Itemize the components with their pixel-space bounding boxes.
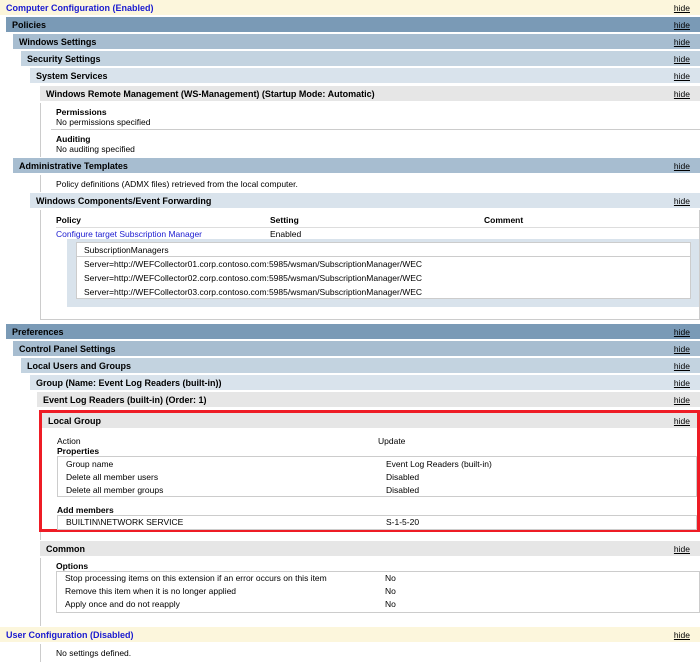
server-entry: Server=http://WEFCollector03.corp.contos… xyxy=(84,287,423,297)
section-title: Event Log Readers (built-in) (Order: 1) xyxy=(43,395,207,405)
options-table: Stop processing items on this extension … xyxy=(56,571,700,613)
preferences-header[interactable]: Preferences hide xyxy=(6,324,700,340)
local-users-header[interactable]: Local Users and Groups hide xyxy=(21,358,700,374)
section-title: Windows Settings xyxy=(19,37,97,47)
hide-link[interactable]: hide xyxy=(673,416,690,426)
properties-table: Group name Event Log Readers (built-in) … xyxy=(57,456,697,497)
member-sid: S-1-5-20 xyxy=(386,517,420,527)
section-title: User Configuration (Disabled) xyxy=(6,630,134,640)
event-forwarding-header[interactable]: Windows Components/Event Forwarding hide xyxy=(30,193,700,209)
hide-link[interactable]: hide xyxy=(673,327,690,337)
spacer xyxy=(40,532,700,540)
section-title: Local Group xyxy=(48,416,102,426)
server-entry: Server=http://WEFCollector01.corp.contos… xyxy=(84,259,423,269)
admin-templates-header[interactable]: Administrative Templates hide xyxy=(13,158,700,174)
hide-link[interactable]: hide xyxy=(673,361,690,371)
column-setting: Setting xyxy=(270,215,299,225)
section-title: Windows Components/Event Forwarding xyxy=(36,196,212,206)
hide-link[interactable]: hide xyxy=(673,89,690,99)
member-name: BUILTIN\NETWORK SERVICE xyxy=(66,517,184,527)
hide-link[interactable]: hide xyxy=(673,630,690,640)
subscription-header: SubscriptionManagers xyxy=(84,245,169,255)
column-comment: Comment xyxy=(484,215,524,225)
hide-link[interactable]: hide xyxy=(673,344,690,354)
properties-title: Properties xyxy=(57,446,100,456)
control-panel-header[interactable]: Control Panel Settings hide xyxy=(13,341,700,357)
section-title: Computer Configuration (Enabled) xyxy=(6,3,154,13)
option-name: Apply once and do not reapply xyxy=(65,599,180,609)
option-name: Stop processing items on this extension … xyxy=(65,573,327,583)
hide-link[interactable]: hide xyxy=(673,54,690,64)
section-title: Security Settings xyxy=(27,54,101,64)
user-config-details: No settings defined. xyxy=(40,644,700,662)
policy-setting: Enabled xyxy=(270,229,302,239)
user-config-header[interactable]: User Configuration (Disabled) hide xyxy=(0,627,700,643)
hide-link[interactable]: hide xyxy=(673,71,690,81)
security-settings-header[interactable]: Security Settings hide xyxy=(21,51,700,67)
local-group-header[interactable]: Local Group hide xyxy=(42,413,697,429)
permissions-title: Permissions xyxy=(56,107,107,117)
computer-config-header[interactable]: Computer Configuration (Enabled) hide xyxy=(0,0,700,16)
section-title: Local Users and Groups xyxy=(27,361,132,371)
section-title: Common xyxy=(46,544,85,554)
section-title: Group (Name: Event Log Readers (built-in… xyxy=(36,378,222,388)
group-header[interactable]: Group (Name: Event Log Readers (built-in… xyxy=(30,375,700,391)
winrm-details: Permissions No permissions specified Aud… xyxy=(40,103,700,157)
windows-settings-header[interactable]: Windows Settings hide xyxy=(13,34,700,50)
server-entry: Server=http://WEFCollector02.corp.contos… xyxy=(84,273,423,283)
local-group-highlight: Local Group hide Action Update Properties… xyxy=(39,410,700,532)
hide-link[interactable]: hide xyxy=(673,196,690,206)
option-value: No xyxy=(385,599,396,609)
hide-link[interactable]: hide xyxy=(673,544,690,554)
policy-link[interactable]: Configure target Subscription Manager xyxy=(56,229,202,239)
winrm-header[interactable]: Windows Remote Management (WS-Management… xyxy=(40,86,700,102)
hide-link[interactable]: hide xyxy=(673,3,690,13)
section-title: System Services xyxy=(36,71,108,81)
admx-note-block: Policy definitions (ADMX files) retrieve… xyxy=(40,175,700,192)
section-title: Administrative Templates xyxy=(19,161,128,171)
hide-link[interactable]: hide xyxy=(673,20,690,30)
auditing-title: Auditing xyxy=(56,134,91,144)
auditing-value: No auditing specified xyxy=(56,144,135,154)
action-label: Action xyxy=(57,436,81,446)
common-header[interactable]: Common hide xyxy=(40,541,700,557)
prop-value: Event Log Readers (built-in) xyxy=(386,459,492,469)
option-name: Remove this item when it is no longer ap… xyxy=(65,586,237,596)
common-details: Options Stop processing items on this ex… xyxy=(40,558,700,626)
permissions-value: No permissions specified xyxy=(56,117,151,127)
prop-value: Disabled xyxy=(386,472,420,482)
system-services-header[interactable]: System Services hide xyxy=(30,68,700,84)
hide-link[interactable]: hide xyxy=(673,395,690,405)
prop-name: Delete all member users xyxy=(66,472,159,482)
elr-header[interactable]: Event Log Readers (built-in) (Order: 1) h… xyxy=(37,392,700,408)
section-title: Policies xyxy=(12,20,47,30)
hide-link[interactable]: hide xyxy=(673,161,690,171)
prop-name: Group name xyxy=(66,459,114,469)
prop-name: Delete all member groups xyxy=(66,485,164,495)
options-title: Options xyxy=(56,561,89,571)
section-title: Preferences xyxy=(12,327,64,337)
action-value: Update xyxy=(378,436,406,446)
hide-link[interactable]: hide xyxy=(673,378,690,388)
section-title: Windows Remote Management (WS-Management… xyxy=(46,89,375,99)
option-value: No xyxy=(385,573,396,583)
subscription-managers-panel: SubscriptionManagers Server=http://WEFCo… xyxy=(67,239,699,307)
prop-value: Disabled xyxy=(386,485,420,495)
members-table: BUILTIN\NETWORK SERVICE S-1-5-20 xyxy=(57,515,697,530)
option-value: No xyxy=(385,586,396,596)
column-policy: Policy xyxy=(56,215,82,225)
policy-table: Policy Setting Comment Configure target … xyxy=(40,210,700,320)
add-members-title: Add members xyxy=(57,505,114,515)
admx-note: Policy definitions (ADMX files) retrieve… xyxy=(56,179,298,189)
hide-link[interactable]: hide xyxy=(673,37,690,47)
no-settings-text: No settings defined. xyxy=(56,648,132,658)
section-title: Control Panel Settings xyxy=(19,344,116,354)
policies-header[interactable]: Policies hide xyxy=(6,17,700,33)
